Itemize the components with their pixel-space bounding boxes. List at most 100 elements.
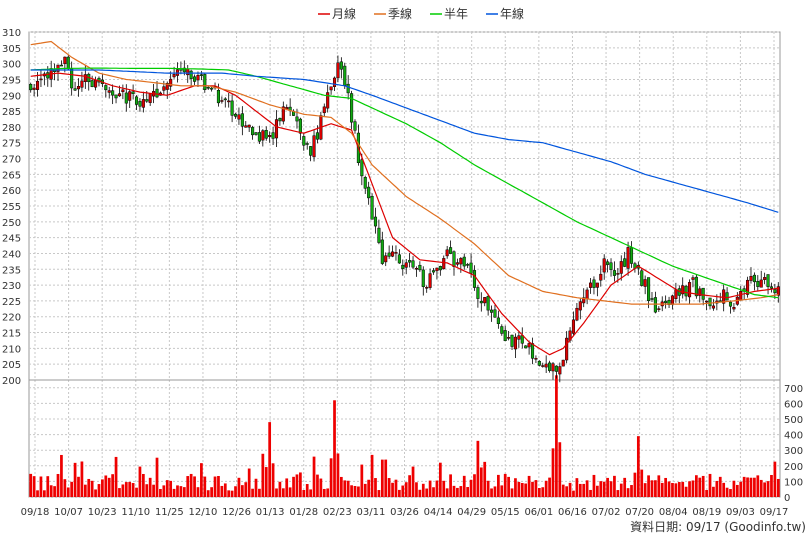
candle-body <box>541 365 545 367</box>
candle-body <box>588 282 593 288</box>
volume-bar <box>42 490 46 497</box>
price-tick-label: 305 <box>2 44 21 55</box>
volume-bar <box>712 486 715 497</box>
chart-legend: 月線 季線 半年 年線 <box>318 6 524 21</box>
candle-body <box>708 297 712 307</box>
price-tick-label: 215 <box>2 329 21 340</box>
volume-bar <box>449 474 452 497</box>
volume-bar <box>83 484 87 497</box>
candle-body <box>182 67 186 73</box>
volume-bar <box>500 485 504 497</box>
date-tick-label: 09/03 <box>726 507 755 518</box>
price-tick-label: 225 <box>2 297 21 308</box>
candle-body <box>404 262 408 268</box>
volume-bar <box>640 469 644 497</box>
candle-body <box>643 279 647 287</box>
candle-body <box>537 360 541 366</box>
candle-body <box>701 287 705 300</box>
ma-line-ma60 <box>30 40 779 305</box>
date-tick-label: 07/02 <box>592 507 621 518</box>
volume-bar <box>609 481 613 497</box>
volume-bar <box>766 481 770 497</box>
candle-body <box>585 289 589 300</box>
candle-body <box>561 359 565 367</box>
legend-label-ma20: 月線 <box>332 6 356 21</box>
candle-body <box>684 285 688 297</box>
volume-bar <box>141 473 145 497</box>
volume-bar <box>203 476 207 497</box>
candle-body <box>773 289 777 293</box>
volume-bar <box>179 486 183 497</box>
volume-bar <box>517 481 521 497</box>
volume-bar <box>176 485 179 497</box>
candle-body <box>80 80 84 88</box>
price-tick-label: 230 <box>2 281 21 292</box>
candle-body <box>459 258 463 265</box>
volume-bar <box>70 481 74 497</box>
volume-bar <box>213 476 217 497</box>
volume-bar <box>339 476 343 497</box>
moving-average-lines <box>30 40 779 356</box>
candle-body <box>746 279 750 295</box>
candle-body <box>657 308 661 310</box>
volume-bar <box>186 476 190 497</box>
candle-body <box>486 296 490 311</box>
candle-body <box>739 291 743 301</box>
volume-bar <box>507 476 510 497</box>
candle-body <box>650 298 654 300</box>
volume-bar <box>657 475 661 497</box>
candle-body <box>575 307 579 321</box>
volume-bar <box>551 448 555 497</box>
volume-bar <box>380 459 384 497</box>
volume-bar <box>503 473 507 497</box>
volume-bar <box>630 485 633 497</box>
volume-bar <box>353 486 357 497</box>
volume-bar <box>240 485 244 497</box>
volume-bar <box>544 480 548 497</box>
candle-body <box>326 92 330 109</box>
candle-body <box>278 117 282 122</box>
volume-bar <box>159 488 162 497</box>
ma-line-ma120 <box>30 67 779 299</box>
candle-body <box>476 287 480 299</box>
date-tick-label: 09/18 <box>21 507 50 518</box>
volume-bar <box>753 477 756 497</box>
candle-body <box>199 74 203 76</box>
volume-bar <box>486 480 490 497</box>
candle-body <box>394 252 398 254</box>
candle-body <box>629 247 634 264</box>
date-tick-label: 06/16 <box>558 507 587 518</box>
candle-body <box>169 78 173 87</box>
candle-body <box>722 289 726 304</box>
candle-body <box>380 239 384 264</box>
candle-body <box>524 345 528 349</box>
volume-bar <box>302 489 306 497</box>
volume-bar <box>363 483 367 497</box>
volume-bar <box>606 477 609 497</box>
volume-tick-label: 500 <box>784 415 803 426</box>
candle-body <box>595 282 599 288</box>
candle-body <box>131 91 135 94</box>
volume-bar <box>292 476 295 497</box>
volume-bar <box>155 457 159 497</box>
volume-bar <box>442 480 446 497</box>
volume-bar <box>677 482 681 497</box>
volume-bar <box>599 481 603 497</box>
volume-bar <box>725 487 729 497</box>
volume-bar <box>237 477 241 497</box>
volume-bar <box>555 375 558 497</box>
volume-bar <box>497 474 500 497</box>
volume-bar <box>97 484 101 497</box>
volume-bar <box>578 483 582 497</box>
volume-bar <box>322 488 326 497</box>
volume-bar <box>309 489 312 497</box>
volume-bar <box>541 487 545 497</box>
candle-body <box>309 146 313 156</box>
candle-body <box>408 260 412 263</box>
volume-bar <box>193 476 196 497</box>
volume-bar <box>701 475 705 497</box>
volume-bar <box>398 489 401 497</box>
candle-body <box>230 100 234 116</box>
candle-body <box>350 93 354 123</box>
volume-bar <box>138 466 142 497</box>
